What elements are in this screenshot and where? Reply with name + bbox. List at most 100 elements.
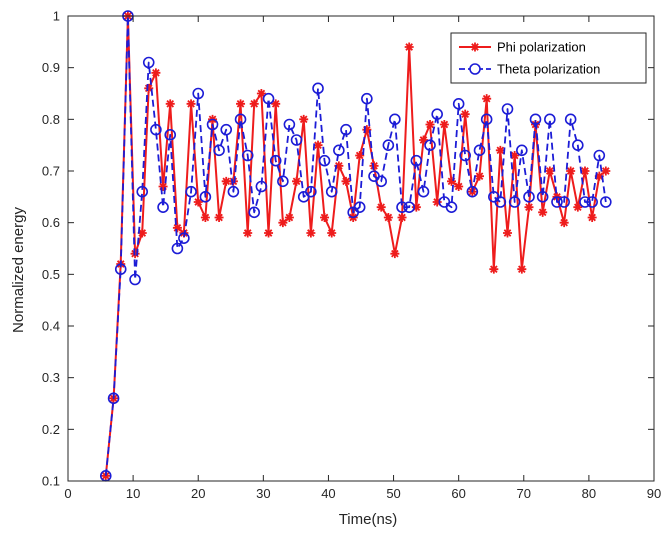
data-point xyxy=(278,218,288,228)
data-point xyxy=(517,264,527,274)
x-tick-label: 90 xyxy=(647,486,661,501)
series-2 xyxy=(99,10,612,482)
data-point xyxy=(262,92,275,105)
legend-label: Phi polarization xyxy=(497,40,586,55)
data-point xyxy=(529,113,542,126)
series-line xyxy=(104,15,607,476)
data-point xyxy=(510,151,520,160)
x-tick-label: 0 xyxy=(64,486,71,501)
data-point xyxy=(325,185,338,198)
data-point xyxy=(318,154,331,167)
data-point xyxy=(572,139,584,151)
legend: Phi polarization Theta polarization xyxy=(450,32,647,84)
data-point xyxy=(292,176,302,186)
x-tick-label: 60 xyxy=(451,486,465,501)
data-point xyxy=(495,145,505,155)
x-tick-label: 40 xyxy=(321,486,335,501)
data-point xyxy=(439,120,449,129)
x-axis-label: Time(ns) xyxy=(339,511,398,528)
data-point xyxy=(151,68,161,78)
data-point xyxy=(299,114,309,124)
data-point xyxy=(277,175,289,188)
data-point xyxy=(579,196,591,208)
data-point xyxy=(586,196,598,208)
data-point xyxy=(234,113,247,126)
data-point xyxy=(425,120,435,129)
data-point xyxy=(410,154,423,167)
data-point xyxy=(271,99,281,109)
series-line xyxy=(104,15,607,476)
data-point xyxy=(248,206,261,219)
data-point xyxy=(551,196,563,208)
data-point xyxy=(313,140,323,150)
data-point xyxy=(199,191,212,203)
data-point xyxy=(383,213,393,222)
data-point xyxy=(397,213,407,222)
data-point xyxy=(494,196,507,208)
data-point xyxy=(353,201,366,213)
data-point xyxy=(538,207,548,217)
data-point xyxy=(431,108,443,120)
data-point xyxy=(236,99,246,109)
data-point xyxy=(489,264,499,274)
data-point xyxy=(466,185,479,198)
data-point xyxy=(290,134,303,146)
data-point xyxy=(241,149,254,162)
y-tick-label: 1 xyxy=(53,9,60,24)
y-tick-label: 0.1 xyxy=(42,474,60,489)
data-point xyxy=(361,92,373,105)
data-point xyxy=(460,109,470,119)
data-point xyxy=(284,213,294,222)
data-point xyxy=(114,263,127,275)
data-point xyxy=(269,154,282,167)
data-point xyxy=(508,196,521,208)
data-point xyxy=(375,175,387,188)
x-tick-label: 50 xyxy=(386,486,400,501)
data-point xyxy=(389,113,401,126)
data-point xyxy=(164,129,177,141)
data-point xyxy=(213,144,225,157)
data-point xyxy=(107,392,120,405)
data-point xyxy=(558,196,570,208)
data-point xyxy=(459,149,471,162)
data-point xyxy=(482,94,492,104)
plot-area xyxy=(68,16,654,481)
data-point xyxy=(306,228,316,238)
y-tick-label: 0.9 xyxy=(42,60,60,75)
y-tick-label: 0.5 xyxy=(42,267,60,282)
legend-entry-2: Theta polarization xyxy=(459,62,600,77)
data-point xyxy=(334,161,344,171)
data-point xyxy=(227,185,240,198)
data-point xyxy=(158,182,168,191)
data-point xyxy=(544,113,556,126)
x-tick-label: 30 xyxy=(256,486,270,501)
legend-entry-1: Phi polarization xyxy=(459,40,586,55)
y-tick-label: 0.2 xyxy=(42,422,60,437)
data-point xyxy=(480,113,493,126)
data-point xyxy=(573,202,583,212)
data-point xyxy=(200,213,210,222)
data-point xyxy=(545,166,555,176)
data-point xyxy=(396,201,408,213)
data-point xyxy=(157,201,169,213)
data-point xyxy=(228,176,238,186)
data-point xyxy=(594,171,604,181)
data-point xyxy=(171,242,184,255)
data-point xyxy=(452,98,465,110)
data-point xyxy=(150,123,162,136)
legend-box xyxy=(450,32,647,84)
y-tick-label: 0.4 xyxy=(42,319,60,334)
data-point xyxy=(382,139,395,151)
legend-marker xyxy=(469,63,481,75)
data-point xyxy=(516,144,528,157)
data-point xyxy=(536,191,549,203)
data-point xyxy=(390,249,400,259)
y-tick-label: 0.6 xyxy=(42,215,60,230)
x-tick-label: 10 xyxy=(126,486,140,501)
data-point xyxy=(454,182,464,191)
data-point xyxy=(559,218,569,228)
data-point xyxy=(524,202,534,212)
data-point xyxy=(566,166,576,176)
